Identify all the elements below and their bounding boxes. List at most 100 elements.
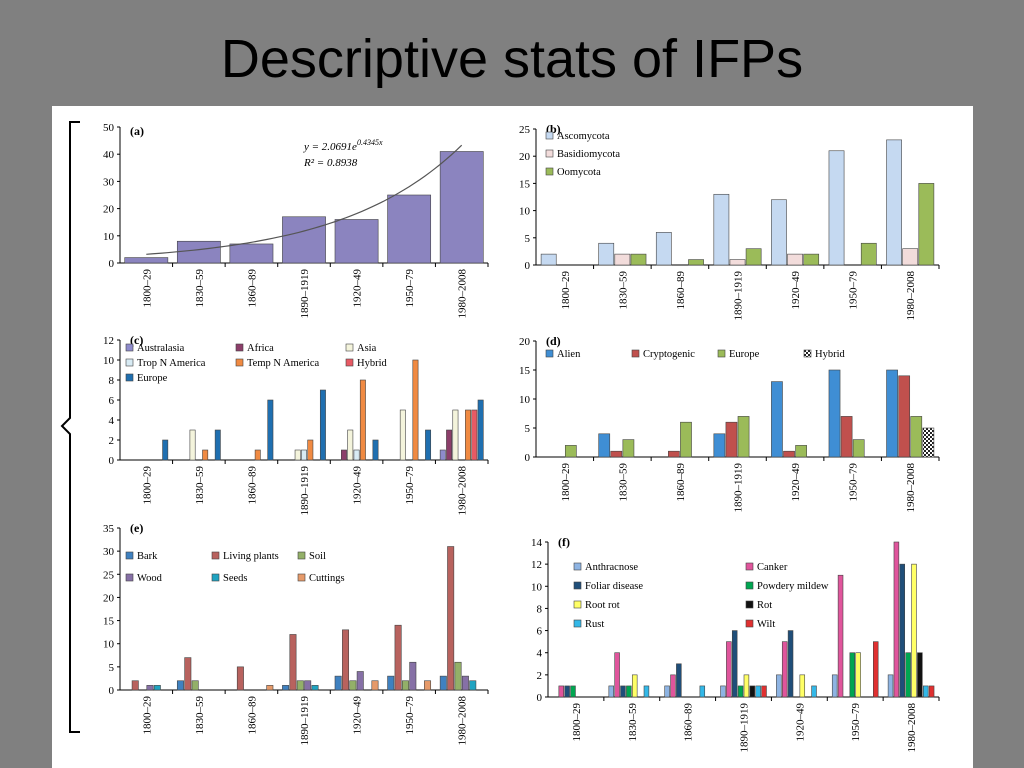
bar-b-oomycota: [688, 259, 704, 266]
bar-e-living-plants: [342, 629, 350, 691]
bar-e-wood: [409, 661, 417, 691]
bar-f-powdery-mildew: [905, 652, 911, 698]
bar-d-cryptogenic: [668, 450, 680, 458]
bar-b-oomycota: [630, 253, 647, 266]
bar-c-trop-n-america: [301, 449, 307, 461]
legend-swatch: [545, 131, 554, 140]
x-tick-label: 1890–1919: [733, 271, 745, 321]
x-tick-label: 1860–89: [246, 269, 258, 308]
panel-label-e: (e): [130, 521, 143, 535]
bar-f-wilt: [761, 685, 767, 698]
bar-c-temp-n-america: [465, 409, 471, 461]
bar-f-rust: [923, 685, 929, 698]
x-tick-label: 1800–29: [141, 269, 153, 308]
x-tick-label: 1980–2008: [905, 271, 917, 321]
y-tick-label: 10: [519, 394, 531, 406]
bar-d-hybrid: [922, 427, 935, 458]
y-tick-label: 5: [525, 423, 531, 435]
legend-swatch: [125, 343, 134, 352]
bar-d-alien: [713, 433, 726, 458]
legend-label: Basidiomycota: [557, 149, 620, 160]
bar-b-oomycota: [918, 183, 935, 266]
bar-c-europe: [372, 439, 379, 461]
legend-label: Canker: [757, 562, 788, 573]
legend-label: Hybrid: [357, 358, 387, 369]
bar-c-europe: [267, 399, 274, 461]
y-tick-label: 4: [537, 648, 543, 660]
y-tick-label: 6: [537, 626, 543, 638]
bar-f-wilt: [873, 641, 879, 698]
bar-e-wood: [356, 671, 364, 691]
x-tick-label: 1950–79: [848, 271, 860, 310]
y-tick-label: 12: [103, 335, 114, 347]
bar-e-cuttings: [424, 680, 432, 691]
legend-label: Europe: [137, 373, 168, 384]
bar-c-africa: [340, 449, 347, 461]
y-tick-label: 20: [519, 336, 531, 348]
bar-b-basidiomycota: [902, 248, 919, 266]
trendline-equation: y = 2.0691e0.4345x: [303, 138, 383, 153]
x-tick-label: 1980–2008: [457, 466, 469, 516]
bar-d-alien: [771, 381, 783, 458]
y-tick-label: 0: [109, 455, 115, 467]
bar-a-series: [439, 151, 484, 264]
legend-swatch: [717, 349, 726, 358]
y-tick-label: 2: [109, 435, 115, 447]
x-tick-label: 1860–89: [683, 703, 695, 742]
bar-a-series: [176, 240, 221, 264]
y-tick-label: 0: [537, 692, 543, 704]
bar-d-europe: [622, 439, 635, 458]
bar-f-anthracnose: [608, 685, 614, 698]
legend-label: Wood: [137, 573, 163, 584]
legend-swatch: [573, 600, 582, 609]
bar-b-oomycota: [860, 242, 877, 266]
bar-e-bark: [334, 675, 342, 691]
legend-swatch: [803, 349, 812, 358]
bar-b-ascomycota: [655, 232, 672, 266]
bar-f-canker: [726, 641, 732, 698]
y-tick-label: 2: [537, 670, 543, 682]
bar-d-cryptogenic: [783, 450, 795, 458]
bar-b-ascomycota: [828, 150, 845, 266]
bar-e-soil: [454, 661, 462, 691]
y-tick-label: 5: [109, 662, 115, 674]
panel-label-c: (c): [130, 333, 143, 347]
bar-e-soil: [349, 680, 357, 691]
chart-f: (f) 0 2 4 6 8 10 12 14 1800–29 1830–59 1860–89 1890–…: [531, 535, 940, 753]
x-tick-label: 1980–2008: [906, 703, 918, 753]
bar-e-cuttings: [266, 685, 274, 691]
bar-d-europe: [910, 416, 923, 458]
x-tick-label: 1830–59: [194, 269, 206, 308]
bar-f-anthracnose: [664, 685, 670, 698]
legend-label: Seeds: [223, 573, 248, 584]
y-tick-label: 25: [103, 569, 115, 581]
legend-swatch: [297, 573, 306, 582]
legend-label: Bark: [137, 551, 158, 562]
y-tick-label: 8: [109, 375, 115, 387]
bar-d-alien: [886, 369, 898, 458]
left-bracket: [60, 121, 80, 733]
bar-f-root-rot: [911, 563, 917, 698]
legend-label: Oomycota: [557, 167, 601, 178]
bar-e-living-plants: [184, 657, 192, 691]
legend-label: Rot: [757, 600, 772, 611]
legend-swatch: [631, 349, 640, 358]
y-tick-label: 10: [103, 355, 115, 367]
legend-swatch: [545, 167, 554, 176]
bar-c-temp-n-america: [412, 359, 419, 461]
legend-label: Root rot: [585, 600, 620, 611]
bar-f-powdery-mildew: [849, 652, 856, 698]
x-tick-label: 1830–59: [617, 271, 629, 310]
bar-f-wilt: [928, 685, 935, 698]
y-tick-label: 40: [103, 149, 115, 161]
bar-f-canker: [614, 652, 620, 698]
bar-f-foliar-disease: [731, 630, 738, 698]
x-tick-label: 1890–1919: [299, 466, 311, 516]
x-tick-label: 1800–29: [141, 696, 153, 735]
legend-swatch: [573, 619, 582, 628]
legend-label: Temp N America: [247, 358, 319, 369]
legend-swatch: [125, 573, 134, 582]
legend-swatch: [745, 581, 754, 590]
